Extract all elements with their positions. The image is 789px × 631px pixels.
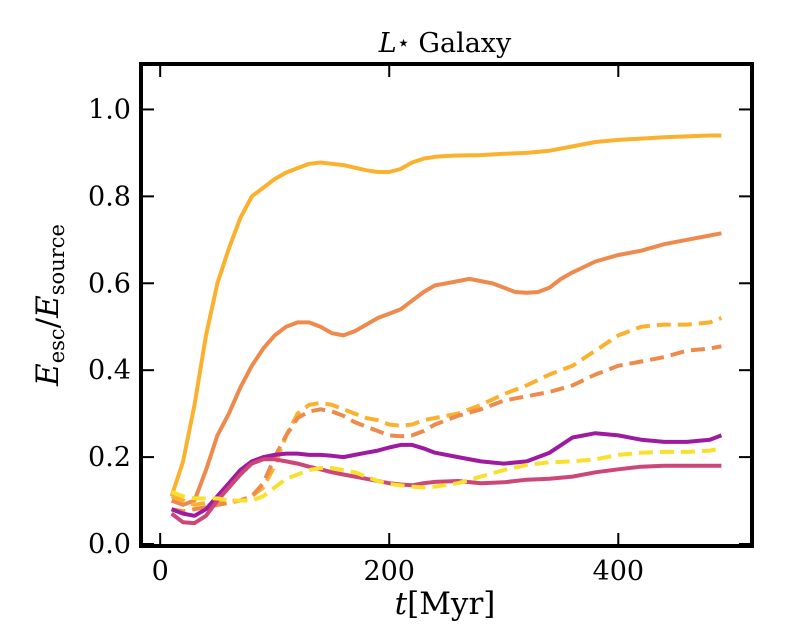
- series-line-solid-yellow-orange: [169, 133, 722, 497]
- y-axis-den-sub: source: [45, 224, 69, 295]
- series-layer: [169, 133, 723, 526]
- y-tick-label: 0.2: [88, 442, 131, 473]
- x-axis-var: t: [395, 586, 408, 622]
- y-axis-title: Eesc/Esource: [30, 224, 69, 387]
- x-axis-unit: [Myr]: [407, 586, 495, 622]
- chart-title: L⋆ Galaxy: [378, 28, 512, 59]
- x-tick-label: 400: [593, 556, 645, 587]
- title-symbol: L: [378, 28, 397, 59]
- y-axis-den: E: [30, 295, 66, 319]
- series-line-solid-orange: [170, 231, 722, 507]
- y-axis-num-sub: esc: [45, 328, 69, 363]
- title-rest: Galaxy: [418, 28, 512, 59]
- y-tick-label: 0.8: [88, 181, 131, 212]
- y-tick-label: 1.0: [88, 94, 131, 125]
- series-line-dashed-yellow: [170, 446, 722, 503]
- series-line-dashed-yellow-orange: [170, 316, 723, 507]
- x-tick-label: 0: [152, 556, 169, 587]
- x-tick-label: 200: [363, 556, 415, 587]
- y-axis-num: E: [30, 363, 66, 387]
- y-tick-label: 0.6: [88, 268, 131, 299]
- y-tick-label: 0.4: [88, 355, 131, 386]
- y-axis-sep: /: [30, 317, 66, 328]
- plot-frame: [139, 62, 754, 548]
- y-tick-label: 0.0: [88, 529, 131, 560]
- x-axis-title: t[Myr]: [395, 586, 496, 622]
- title-star: ⋆: [397, 31, 411, 56]
- series-line-solid-purple: [170, 431, 723, 518]
- ticks-layer: 0.0 0.2 0.4 0.6 0.8 1.0 0 200 400: [88, 66, 750, 587]
